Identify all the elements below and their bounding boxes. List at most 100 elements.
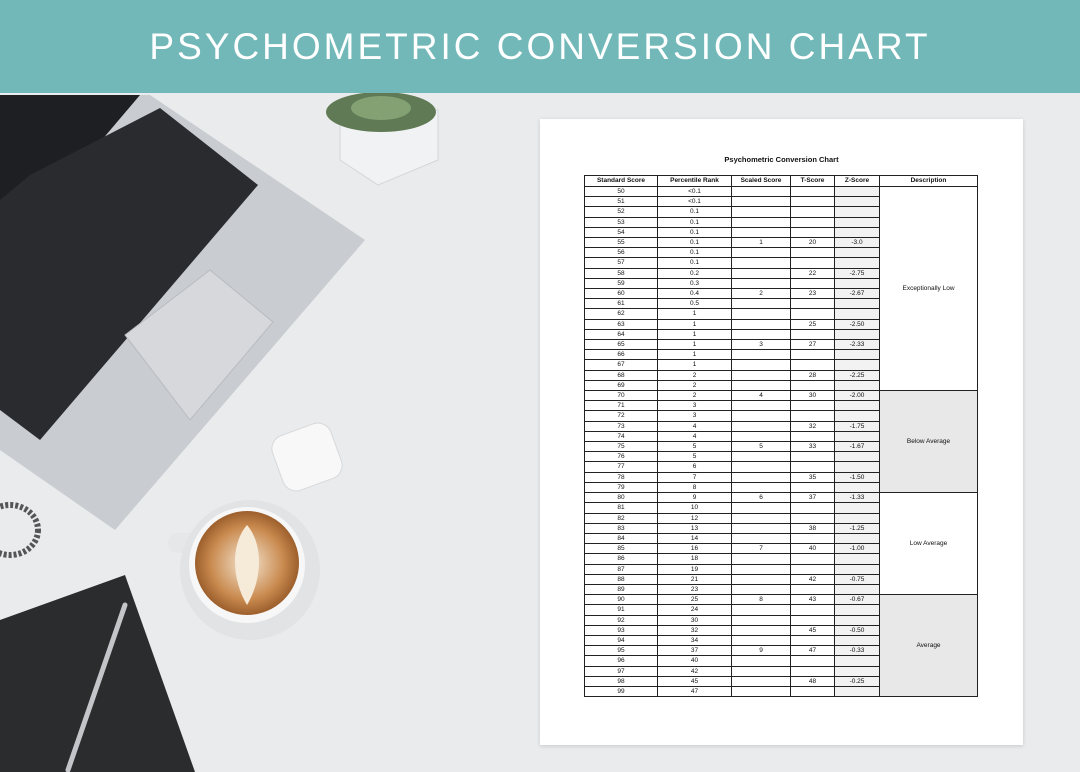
table-cell (790, 583, 835, 596)
table-cell (790, 430, 835, 443)
table-cell (834, 206, 880, 218)
table-row: 85 16 7 40 -1.00 (584, 543, 978, 555)
table-cell (790, 349, 835, 361)
table-cell: 0.1 (657, 237, 732, 249)
table-row: 93 32 45 -0.50 (584, 624, 978, 636)
table-cell: 37 (657, 645, 732, 657)
table-cell: 79 (584, 481, 658, 494)
table-cell: 47 (790, 645, 835, 657)
table-row: 96 40 (584, 655, 978, 667)
table-cell: 35 (790, 471, 835, 483)
table-cell: -0.67 (834, 594, 880, 606)
table-cell (731, 400, 791, 412)
table-cell: 8 (731, 594, 791, 606)
table-row: 90 25 8 43 -0.67 Average (584, 594, 978, 698)
table-cell: 88 (584, 573, 658, 585)
table-cell (731, 502, 791, 514)
table-row: 99 47 (584, 685, 978, 698)
table-cell: 5 (657, 441, 732, 453)
table-cell: 99 (584, 685, 658, 698)
table-cell: 0.2 (657, 267, 732, 279)
table-cell (834, 563, 880, 575)
table-cell (834, 685, 880, 698)
table-cell: 61 (584, 298, 658, 310)
document-page: Psychometric Conversion Chart Standard S… (540, 119, 1023, 745)
table-cell: 76 (584, 451, 658, 463)
table-cell: 5 (731, 441, 791, 453)
table-cell: 68 (584, 369, 658, 381)
table-cell (834, 359, 880, 371)
table-cell: 4 (657, 430, 732, 443)
table-cell: 96 (584, 655, 658, 667)
table-cell: 42 (790, 573, 835, 585)
table-cell: 1 (657, 349, 732, 361)
table-cell: -1.75 (834, 420, 880, 432)
table-cell: 56 (584, 247, 658, 259)
table-cell: 86 (584, 553, 658, 565)
table-cell (731, 634, 791, 647)
table-cell (731, 328, 791, 341)
table-cell: 38 (790, 522, 835, 534)
description-cell: Low Average (879, 492, 978, 596)
table-cell: 90 (584, 594, 658, 606)
table-cell: 0.5 (657, 298, 732, 310)
table-cell: 33 (790, 441, 835, 453)
table-cell (731, 512, 791, 524)
table-cell: 21 (657, 573, 732, 585)
description-cell: Average (879, 594, 978, 698)
table-cell (731, 532, 791, 545)
table-cell (834, 349, 880, 361)
table-cell: 16 (657, 543, 732, 555)
table-row: 63 1 25 -2.50 (584, 318, 978, 330)
table-cell: 92 (584, 614, 658, 626)
table-cell (790, 614, 835, 626)
table-cell: 30 (657, 614, 732, 626)
table-cell (790, 410, 835, 422)
plant (326, 92, 439, 186)
table-cell (834, 277, 880, 290)
table-cell: 6 (657, 461, 732, 473)
table-cell (731, 369, 791, 381)
table-row: 50 <0.1 Exceptionally Low (584, 185, 978, 392)
table-row: 51 <0.1 (584, 196, 978, 208)
table-cell: 57 (584, 257, 658, 269)
table-row: 58 0.2 22 -2.75 (584, 267, 978, 279)
table-cell (790, 634, 835, 647)
table-cell: 12 (657, 512, 732, 524)
table-cell: 98 (584, 675, 658, 687)
table-row: 55 0.1 1 20 -3.0 (584, 237, 978, 249)
table-cell (731, 257, 791, 269)
table-cell (790, 257, 835, 269)
table-cell: -0.33 (834, 645, 880, 657)
table-cell: 0.1 (657, 206, 732, 218)
column-header: Scaled Score (731, 175, 791, 187)
table-cell (834, 532, 880, 545)
table-row: 76 5 (584, 451, 978, 463)
table-cell: 40 (790, 543, 835, 555)
table-cell (731, 318, 791, 330)
table-cell (731, 216, 791, 228)
table-cell (790, 461, 835, 473)
table-cell (731, 563, 791, 575)
table-cell (790, 206, 835, 218)
table-cell: 0.1 (657, 226, 732, 239)
table-cell: 25 (790, 318, 835, 330)
table-cell (731, 471, 791, 483)
table-cell: 10 (657, 502, 732, 514)
table-cell: 52 (584, 206, 658, 218)
table-cell (731, 481, 791, 494)
table-cell: 2 (657, 369, 732, 381)
table-cell: 13 (657, 522, 732, 534)
table-cell (731, 298, 791, 310)
coffee-cup (168, 500, 320, 640)
table-row: 80 9 6 37 -1.33 Low Average (584, 492, 978, 596)
table-cell (731, 614, 791, 626)
table-cell: 65 (584, 339, 658, 351)
table-cell: 0.3 (657, 277, 732, 290)
table-row: 70 2 4 30 -2.00 Below Average (584, 390, 978, 494)
table-cell: 73 (584, 420, 658, 432)
table-cell (834, 665, 880, 677)
table-cell: 18 (657, 553, 732, 565)
table-cell (731, 573, 791, 585)
table-cell: 50 (584, 185, 658, 198)
